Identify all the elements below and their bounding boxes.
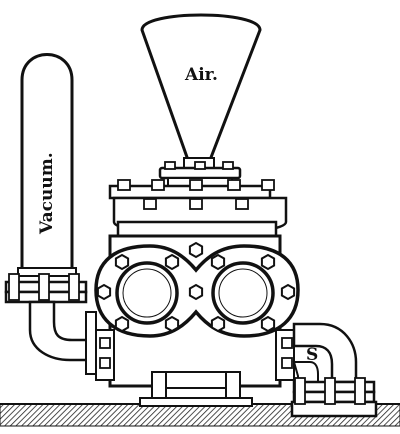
vacuum-label: Vacuum. — [37, 152, 57, 235]
bolt-head-icon — [235, 198, 249, 210]
bolt-icon — [164, 315, 180, 333]
bolt-head-icon — [68, 273, 80, 301]
bolt-icon — [114, 253, 130, 271]
vacuum-pipe — [28, 300, 98, 375]
bolt-head-icon — [189, 179, 203, 191]
bolt-icon — [210, 315, 226, 333]
bolt-head-icon — [261, 179, 275, 191]
bolt-head-icon — [281, 357, 293, 369]
bolt-head-icon — [117, 179, 131, 191]
bolt-head-icon — [99, 337, 111, 349]
bolt-group — [8, 161, 366, 405]
bolt-icon — [188, 283, 204, 301]
pump-cover — [108, 184, 288, 240]
bolt-icon — [260, 253, 276, 271]
bolt-icon — [114, 315, 130, 333]
bolt-icon — [96, 283, 112, 301]
bolt-head-icon — [8, 273, 20, 301]
bolt-head-icon — [222, 161, 234, 170]
suction-label: S — [306, 345, 318, 365]
bolt-icon — [210, 253, 226, 271]
bolt-head-icon — [143, 198, 157, 210]
bolt-icon — [280, 283, 296, 301]
bolt-head-icon — [354, 377, 366, 405]
bolt-head-icon — [38, 273, 50, 301]
bolt-icon — [260, 315, 276, 333]
bolt-head-icon — [189, 198, 203, 210]
bolt-head-icon — [324, 377, 336, 405]
bolt-head-icon — [99, 357, 111, 369]
bolt-head-icon — [194, 161, 206, 170]
bolt-head-icon — [294, 377, 306, 405]
bolt-head-icon — [227, 179, 241, 191]
bolt-head-icon — [151, 179, 165, 191]
bolt-icon — [188, 241, 204, 259]
air-chamber — [140, 13, 262, 187]
bolt-head-icon — [281, 337, 293, 349]
bolt-head-icon — [164, 161, 176, 170]
bolt-icon — [164, 253, 180, 271]
air-label: Air. — [184, 65, 218, 85]
